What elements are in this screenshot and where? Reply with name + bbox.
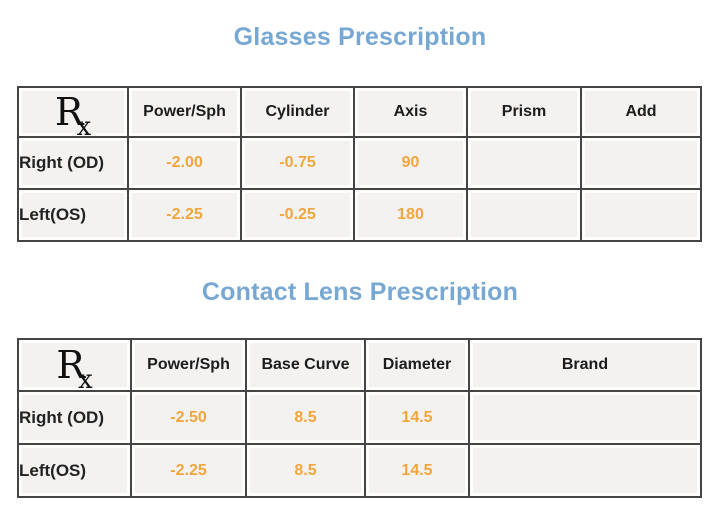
contacts-row-left-os: Left(OS) -2.25 8.5 14.5	[17, 443, 702, 498]
right-od-axis: 90	[353, 136, 468, 190]
left-os-power: -2.25	[130, 443, 247, 498]
contacts-header-row: Rx Power/Sph Base Curve Diameter Brand	[17, 338, 702, 392]
left-os-diameter: 14.5	[364, 443, 470, 498]
right-od-add	[580, 136, 702, 190]
right-od-cylinder: -0.75	[240, 136, 355, 190]
rx-symbol: Rx	[17, 338, 132, 392]
glasses-prescription-table: Rx Power/Sph Cylinder Axis Prism Add Rig…	[17, 86, 702, 242]
rx-symbol-r: R	[54, 90, 84, 134]
left-os-axis: 180	[353, 188, 468, 242]
left-os-brand	[468, 443, 702, 498]
right-od-diameter: 14.5	[364, 390, 470, 445]
glasses-row-left-os: Left(OS) -2.25 -0.25 180	[17, 188, 702, 242]
left-os-cylinder: -0.25	[240, 188, 355, 242]
column-header-power-sph: Power/Sph	[127, 86, 242, 138]
row-label-right-od: Right (OD)	[17, 136, 129, 190]
rx-symbol-x: x	[76, 112, 92, 137]
rx-symbol: Rx	[17, 86, 129, 138]
right-od-prism	[466, 136, 582, 190]
column-header-cylinder: Cylinder	[240, 86, 355, 138]
contact-lens-prescription-table: Rx Power/Sph Base Curve Diameter Brand R…	[17, 338, 702, 498]
right-od-power: -2.00	[127, 136, 242, 190]
glasses-row-right-od: Right (OD) -2.00 -0.75 90	[17, 136, 702, 190]
left-os-prism	[466, 188, 582, 242]
right-od-base-curve: 8.5	[245, 390, 366, 445]
contacts-row-right-od: Right (OD) -2.50 8.5 14.5	[17, 390, 702, 445]
glasses-header-row: Rx Power/Sph Cylinder Axis Prism Add	[17, 86, 702, 138]
left-os-add	[580, 188, 702, 242]
column-header-add: Add	[580, 86, 702, 138]
column-header-axis: Axis	[353, 86, 468, 138]
column-header-brand: Brand	[468, 338, 702, 392]
left-os-base-curve: 8.5	[245, 443, 366, 498]
row-label-left-os: Left(OS)	[17, 443, 132, 498]
column-header-diameter: Diameter	[364, 338, 470, 392]
left-os-power: -2.25	[127, 188, 242, 242]
glasses-prescription-title: Glasses Prescription	[233, 23, 487, 51]
column-header-power-sph: Power/Sph	[130, 338, 247, 392]
rx-symbol-x: x	[77, 365, 93, 391]
contact-lens-prescription-title: Contact Lens Prescription	[201, 278, 519, 306]
row-label-left-os: Left(OS)	[17, 188, 129, 242]
right-od-brand	[468, 390, 702, 445]
column-header-prism: Prism	[466, 86, 582, 138]
rx-symbol-r: R	[56, 343, 85, 387]
right-od-power: -2.50	[130, 390, 247, 445]
row-label-right-od: Right (OD)	[17, 390, 132, 445]
column-header-base-curve: Base Curve	[245, 338, 366, 392]
